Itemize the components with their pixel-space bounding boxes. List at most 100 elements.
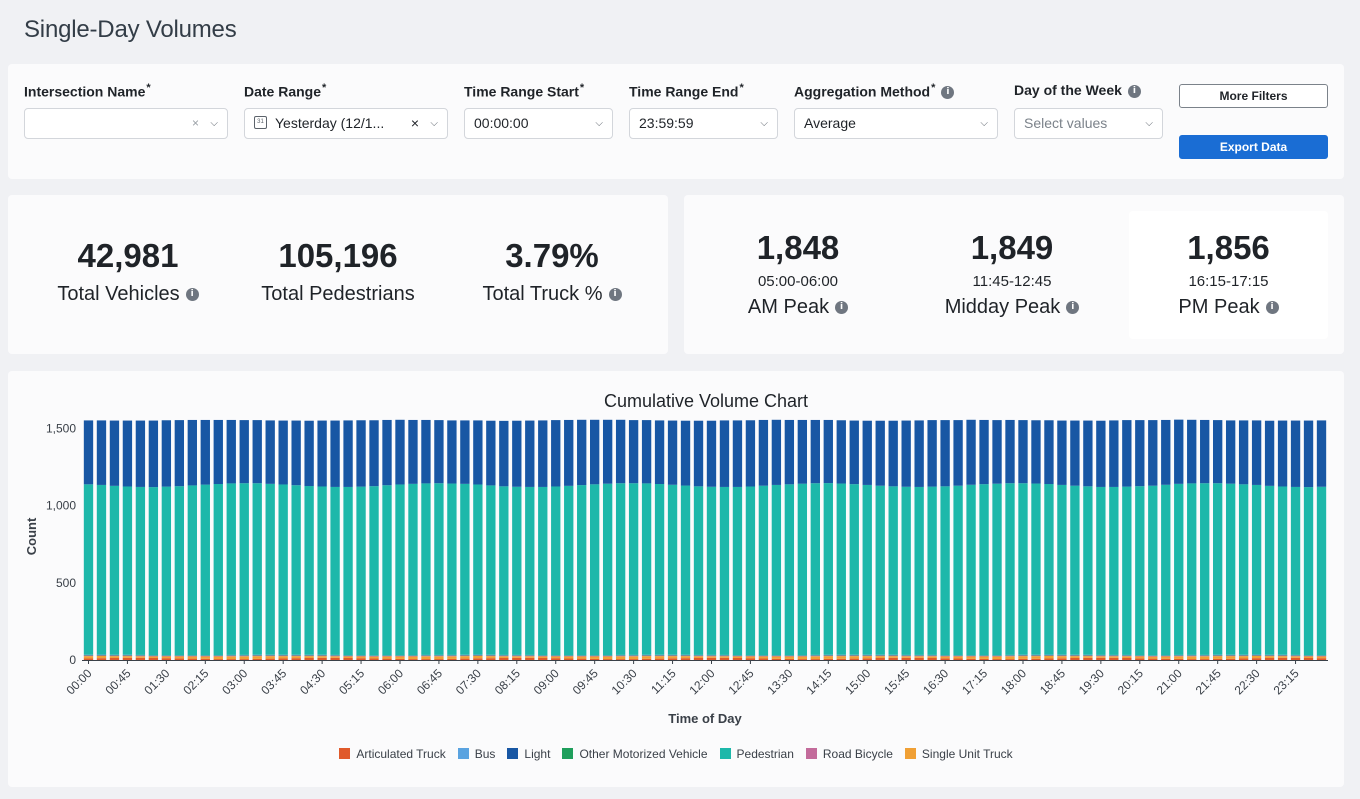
bar-segment [239,659,249,660]
bar-segment [628,659,639,660]
bar-segment [706,486,717,655]
bar-segment [551,655,561,656]
x-tick-label: 15:00 [842,666,873,697]
clear-icon[interactable]: × [410,115,419,131]
bar-segment [862,655,872,656]
legend-item[interactable]: Pedestrian [719,747,794,761]
bar-segment [1213,483,1223,655]
aggregation-select[interactable]: Average ⌵ [794,108,998,139]
bar-segment [330,420,340,487]
more-filters-button[interactable]: More Filters [1179,84,1328,108]
bar-segment [83,655,94,656]
bar-segment [1264,656,1275,658]
bar-segment [875,656,885,658]
bar-segment [226,419,236,484]
bar-segment [538,655,548,657]
bar-segment [499,657,509,660]
bar-segment [278,658,288,660]
bar-segment [602,419,613,484]
bar-segment [1109,656,1119,658]
bar-segment [148,655,159,656]
info-icon[interactable]: i [608,288,622,302]
bar-segment [1225,655,1236,657]
bar-segment [667,484,678,655]
time-start-select[interactable]: 00:00:00 ⌵ [464,108,613,139]
bar-segment [992,656,1002,660]
bar-segment [771,655,782,656]
bar-segment [1057,658,1067,660]
clear-icon[interactable]: × [191,116,199,130]
bar-segment [602,656,613,660]
info-icon[interactable]: i [1066,301,1080,315]
bar-segment [1200,483,1210,655]
bar-segment [771,656,782,659]
legend-item[interactable]: Other Motorized Vehicle [562,747,708,761]
volume-chart-panel: Cumulative Volume Chart 0 500 1,000 1,500 Co… [8,371,1344,787]
bar-segment [252,483,262,655]
bar-segment [901,655,911,657]
info-icon[interactable]: i [185,288,199,302]
legend-swatch [562,748,574,760]
bar-segment [538,420,548,487]
chevron-down-icon[interactable]: ⌵ [595,118,603,129]
bar-segment [226,483,236,655]
info-icon[interactable]: i [941,86,955,100]
bar-segment [304,655,314,656]
chevron-down-icon[interactable]: ⌵ [1145,118,1153,129]
bar-segment [460,655,470,656]
export-data-button[interactable]: Export Data [1179,135,1328,159]
bar-segment [96,654,107,656]
date-range-select[interactable]: 31 Yesterday (12/1... × ⌵ [244,108,448,139]
chevron-down-icon[interactable]: ⌵ [980,118,988,129]
chevron-down-icon[interactable]: ⌵ [430,118,438,129]
bar-segment [953,420,963,486]
bar-segment [356,656,366,659]
bar-segment [213,659,223,660]
am-peak-stat: 1,848 05:00-06:00 AM Peak i [700,211,896,339]
bar-segment [408,655,418,656]
intersection-select[interactable]: × ⌵ [24,108,228,139]
legend-item[interactable]: Bus [457,747,495,761]
bar-segment [486,654,496,656]
chevron-down-icon[interactable]: ⌵ [760,118,768,129]
legend-item[interactable]: Road Bicycle [805,747,893,761]
x-tick-label: 19:30 [1076,666,1107,697]
bar-segment [693,655,704,657]
bar-segment [1303,487,1314,656]
bar-segment [460,656,470,659]
bar-segment [1290,655,1301,656]
bar-segment [641,654,652,656]
bar-segment [486,658,496,660]
bar-segment [187,658,197,660]
time-start-label: Time Range Start [464,83,579,100]
bar-segment [356,655,366,657]
bar-segment [667,656,678,659]
info-icon[interactable]: i [1265,301,1279,315]
day-of-week-select[interactable]: Select values ⌵ [1014,108,1163,139]
time-end-select[interactable]: 23:59:59 ⌵ [629,108,778,139]
chart-title: Cumulative Volume Chart [603,391,809,411]
bar-segment [1096,656,1106,658]
bar-segment [1316,656,1327,659]
legend-item[interactable]: Articulated Truck [339,747,446,761]
legend-item[interactable]: Light [507,747,550,761]
required-mark: * [146,82,151,94]
bar-segment [1083,654,1093,656]
bar-segment [304,486,314,655]
info-icon[interactable]: i [835,301,849,315]
bar-segment [758,658,769,660]
x-tick-label: 21:45 [1193,666,1224,697]
bar-segment [460,420,470,484]
chevron-down-icon[interactable]: ⌵ [210,118,218,129]
bar-segment [148,487,159,656]
bar-segment [1187,659,1197,660]
bar-segment [1044,484,1054,655]
bar-segment [200,484,210,656]
bar-segment [875,655,885,657]
bar-segment [836,656,846,659]
legend-item[interactable]: Single Unit Truck [904,747,1013,761]
bar-segment [914,420,924,487]
bar-segment [590,419,600,485]
bar-segment [1031,420,1041,484]
info-icon[interactable]: i [1127,84,1141,98]
